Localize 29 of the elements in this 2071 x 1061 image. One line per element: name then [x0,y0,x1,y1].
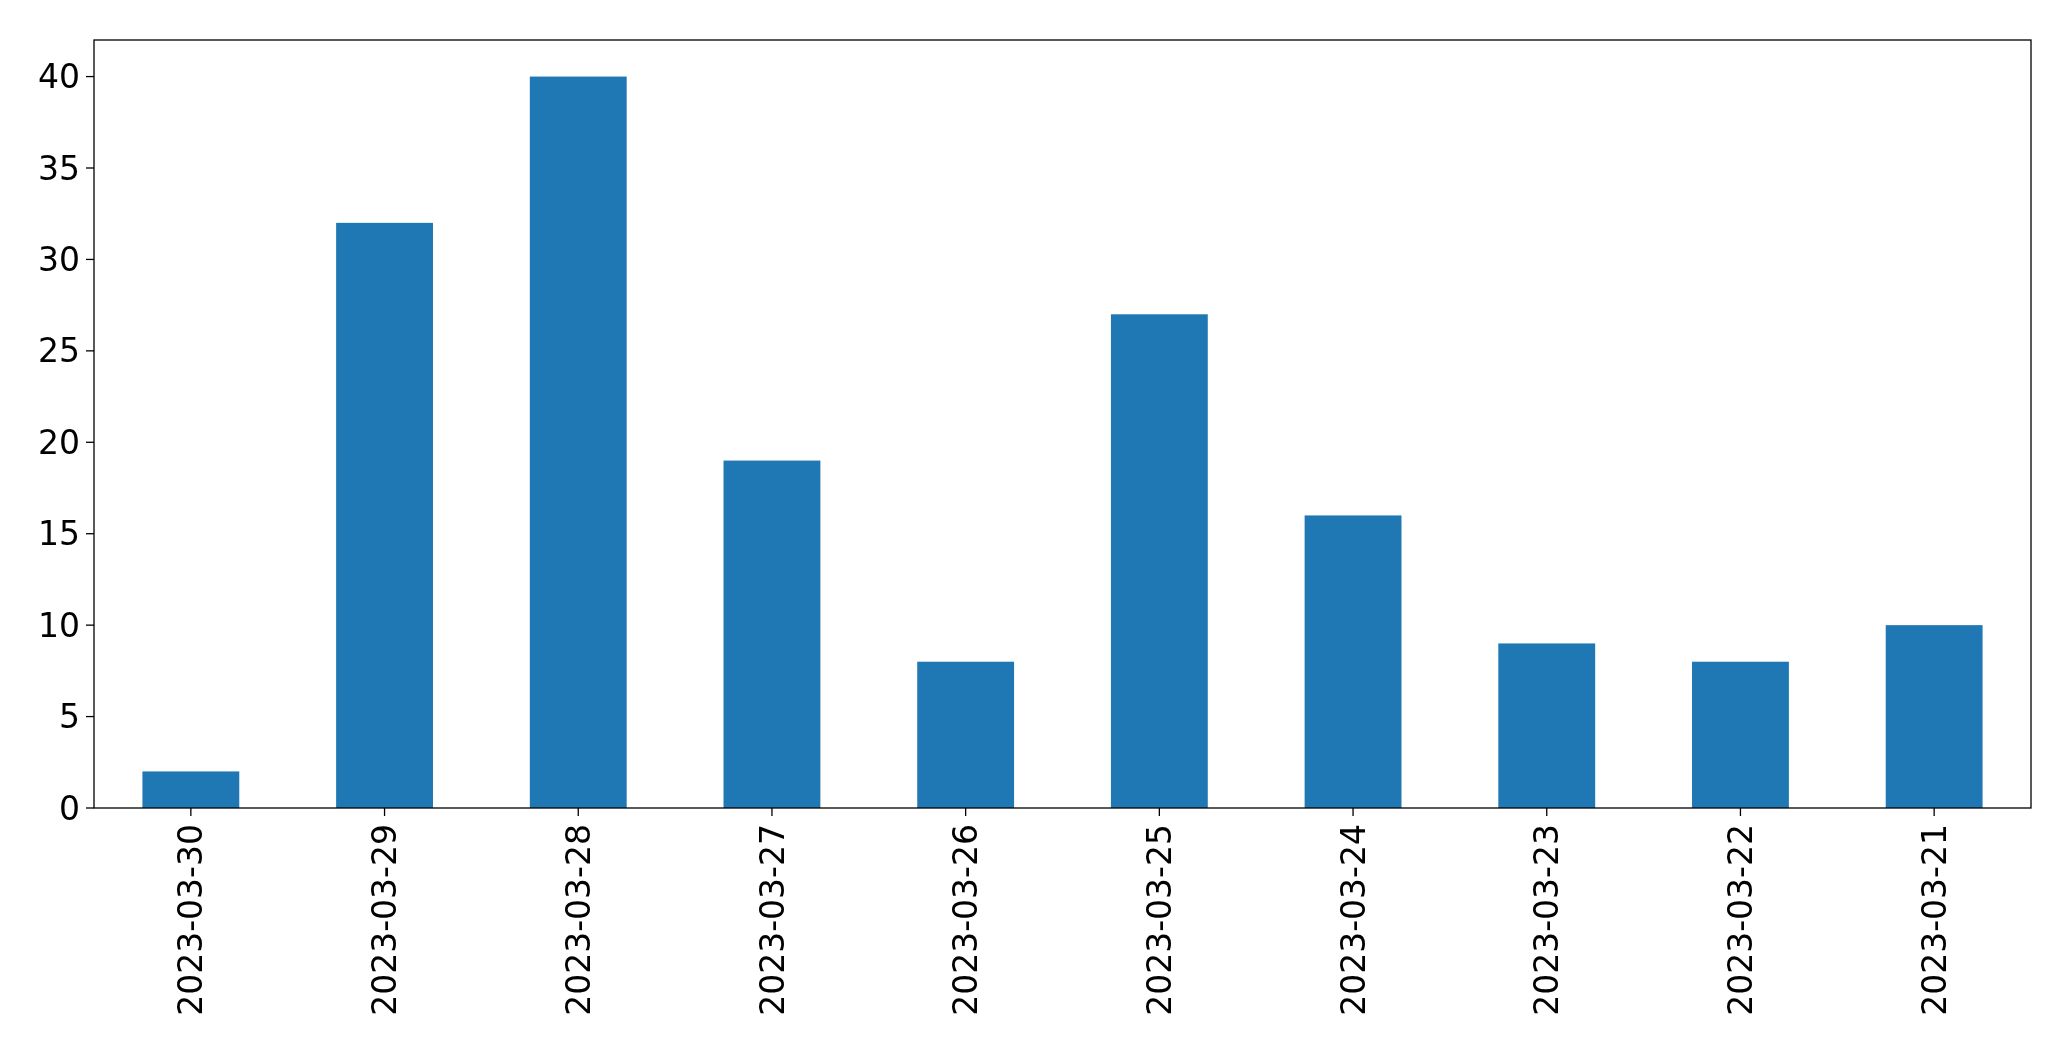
x-tick-label: 2023-03-24 [1333,824,1373,1016]
y-tick-label: 40 [38,57,80,97]
bar [142,771,240,808]
x-tick-label: 2023-03-25 [1139,824,1179,1016]
y-tick-label: 15 [38,514,80,554]
bar [1304,515,1402,808]
x-tick-label: 2023-03-22 [1721,824,1760,1016]
x-tick-label: 2023-03-23 [1527,824,1567,1016]
y-tick-label: 35 [38,148,80,188]
x-tick-label: 2023-03-27 [752,824,792,1016]
y-tick-label: 5 [59,697,80,737]
bar [723,460,821,808]
bar [1692,661,1789,808]
bar [1498,643,1596,808]
y-tick-label: 20 [38,422,80,462]
bar [917,661,1015,808]
bar [1885,625,1983,808]
x-tick-label: 2023-03-30 [171,824,211,1016]
y-tick-label: 25 [38,331,80,371]
bar [529,76,627,808]
x-tick-label: 2023-03-21 [1914,824,1954,1016]
y-tick-label: 0 [59,788,80,828]
bar [336,222,433,808]
x-tick-label: 2023-03-26 [946,824,986,1016]
x-tick-label: 2023-03-28 [558,824,598,1016]
bar [1110,314,1208,808]
y-tick-label: 10 [38,605,80,645]
y-tick-label: 30 [38,239,80,279]
x-tick-label: 2023-03-29 [365,824,405,1016]
